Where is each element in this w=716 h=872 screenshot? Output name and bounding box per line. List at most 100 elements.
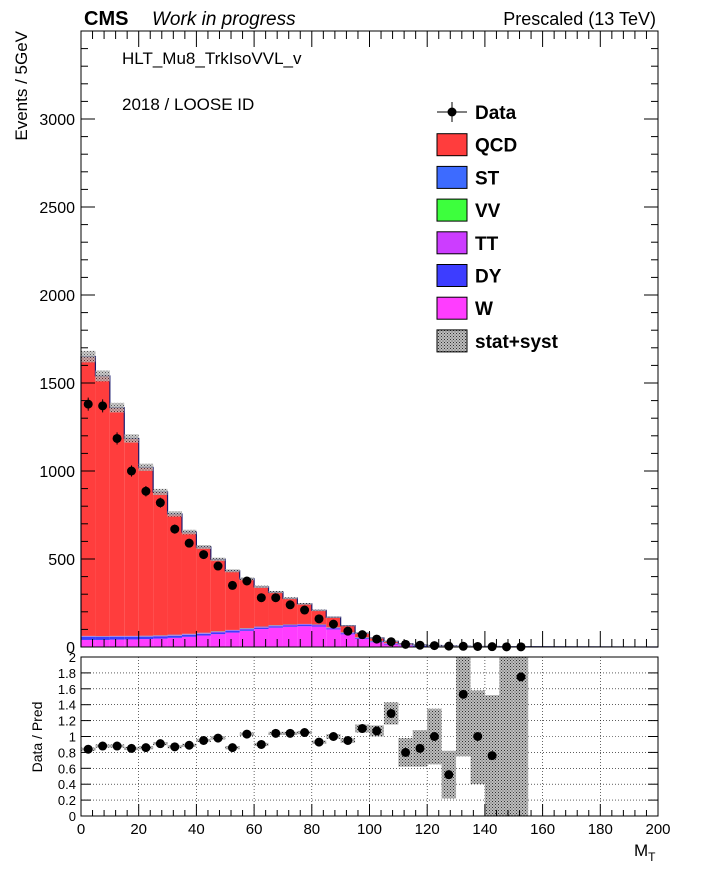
bar-qcd (225, 570, 240, 630)
bar-dy (124, 636, 139, 640)
ratio-point (155, 739, 165, 749)
data-point (184, 538, 194, 548)
trigger-annotation: HLT_Mu8_TrkIsoVVL_v (122, 49, 302, 68)
ratio-point (83, 744, 93, 754)
bar-w (167, 637, 182, 647)
bar-dy (254, 627, 269, 630)
band-bin (138, 463, 154, 471)
x-tick-label: 100 (357, 821, 382, 838)
ratio-ylabel: Data / Pred (29, 702, 45, 773)
ratio-axes: 00.20.40.60.811.21.41.61.820 20 40 60 80 100 1… (58, 650, 671, 838)
y-tick-label: 2000 (39, 288, 75, 305)
legend-marker (447, 107, 457, 117)
x-tick-label: 40 (188, 821, 205, 838)
ratio-point (372, 726, 382, 736)
bar-dy (225, 630, 240, 633)
legend-swatch-st (436, 165, 468, 189)
main-ylabel: Events / 5GeV (12, 30, 31, 140)
data-point (343, 626, 353, 636)
ratio-y-tick-label: 0.2 (58, 793, 76, 808)
ratio-y-tick-label: 1 (69, 730, 76, 745)
bar-dy (311, 625, 327, 627)
bar-dy (268, 626, 283, 628)
bar-tt (282, 625, 298, 626)
y-tick-label: 500 (48, 552, 75, 569)
ratio-y-tick-label: 1.2 (58, 714, 76, 729)
ratio-point (141, 743, 151, 753)
y-tick-label: 0 (66, 640, 75, 657)
x-axis-label: MT (634, 841, 656, 864)
band-bin (210, 557, 226, 562)
x-tick-label: 200 (645, 821, 670, 838)
ratio-point (458, 689, 468, 699)
legend-label: VV (475, 201, 501, 222)
band-bin (109, 402, 125, 413)
ratio-y-tick-label: 0.4 (58, 777, 76, 792)
bar-tt (225, 630, 240, 631)
data-point (285, 600, 295, 610)
bar-w (355, 639, 370, 647)
status-label: Work in progress (152, 9, 296, 30)
stacked-histogram (80, 356, 659, 648)
selection-annotation: 2018 / LOOSE ID (122, 95, 254, 114)
bar-w (124, 639, 139, 647)
bar-qcd (81, 356, 96, 636)
legend-swatch-qcd (436, 133, 468, 157)
ratio-point (271, 728, 281, 738)
bar-qcd (239, 578, 255, 629)
bar-w (326, 629, 341, 647)
data-points (83, 397, 526, 652)
bar-tt (239, 628, 255, 630)
data-point (242, 576, 252, 586)
band-bin (268, 590, 283, 594)
ratio-point (98, 741, 108, 751)
legend-label: W (475, 299, 493, 320)
band-bin (282, 597, 298, 600)
experiment-label: CMS (84, 8, 128, 30)
y-tick-label: 1500 (39, 376, 75, 393)
ratio-point (386, 708, 396, 718)
ratio-band-bin (499, 657, 514, 816)
bar-dy (196, 633, 211, 636)
bar-tt (297, 624, 312, 625)
bar-qcd (153, 491, 168, 636)
bar-tt (167, 635, 182, 636)
bar-w (282, 626, 298, 647)
bar-qcd (109, 407, 125, 636)
legend-label: TT (475, 234, 499, 255)
band-bin (153, 488, 168, 496)
data-point (199, 550, 209, 560)
x-tick-label: 160 (530, 821, 555, 838)
bar-dy (181, 634, 197, 637)
data-point (328, 619, 338, 629)
band-bin (326, 616, 341, 618)
data-point (155, 498, 165, 508)
ratio-point (285, 728, 295, 738)
x-tick-label: 140 (472, 821, 497, 838)
ratio-band-bin (513, 657, 529, 816)
bar-w (153, 638, 168, 647)
bar-qcd (167, 513, 182, 635)
bar-w (109, 639, 125, 647)
legend-swatch-vv (436, 198, 468, 222)
bar-qcd (181, 532, 197, 634)
band-bin (95, 370, 110, 382)
band-bin (196, 545, 211, 550)
bar-w (196, 635, 211, 647)
data-point (372, 634, 382, 644)
bar-w (239, 630, 255, 647)
bar-tt (254, 627, 269, 628)
energy-label: Prescaled (13 TeV) (503, 9, 656, 29)
legend-swatch-statsyst (436, 329, 468, 353)
band-bin (225, 569, 240, 573)
ratio-point (473, 732, 483, 741)
band-bin (124, 434, 139, 443)
x-tick-label: 180 (588, 821, 613, 838)
data-point (98, 401, 108, 411)
data-point (458, 641, 468, 651)
legend-label: Data (475, 103, 517, 124)
ratio-points (83, 672, 526, 780)
data-point (170, 524, 180, 534)
